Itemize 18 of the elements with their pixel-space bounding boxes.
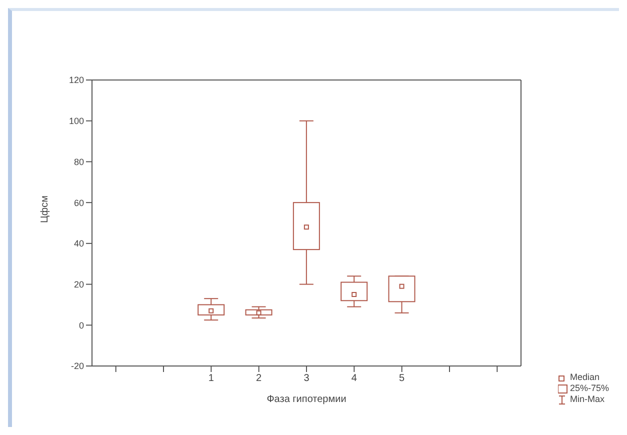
y-tick-label: 40 bbox=[74, 238, 84, 249]
text: Median bbox=[570, 372, 600, 383]
x-tick-label: 5 bbox=[399, 373, 406, 384]
y-tick-label: 80 bbox=[74, 156, 84, 167]
text: Min-Max bbox=[570, 394, 604, 405]
y-tick-label: 100 bbox=[68, 116, 84, 126]
y-tick-label: 20 bbox=[74, 279, 84, 290]
y-axis-title: Цфсм bbox=[40, 195, 51, 223]
y-tick-label: 120 bbox=[68, 75, 84, 86]
y-tick-label: 60 bbox=[74, 198, 84, 208]
x-tick-label: 2 bbox=[256, 373, 262, 384]
x-tick-label: 4 bbox=[351, 373, 358, 384]
y-tick-label: 0 bbox=[78, 320, 84, 330]
x-tick-label: 1 bbox=[208, 373, 214, 384]
text: 25%-75% bbox=[570, 383, 609, 394]
y-tick-label: -20 bbox=[70, 361, 84, 372]
x-tick-label: 3 bbox=[304, 373, 310, 384]
x-axis-title: Фаза гипотермии bbox=[266, 394, 346, 405]
